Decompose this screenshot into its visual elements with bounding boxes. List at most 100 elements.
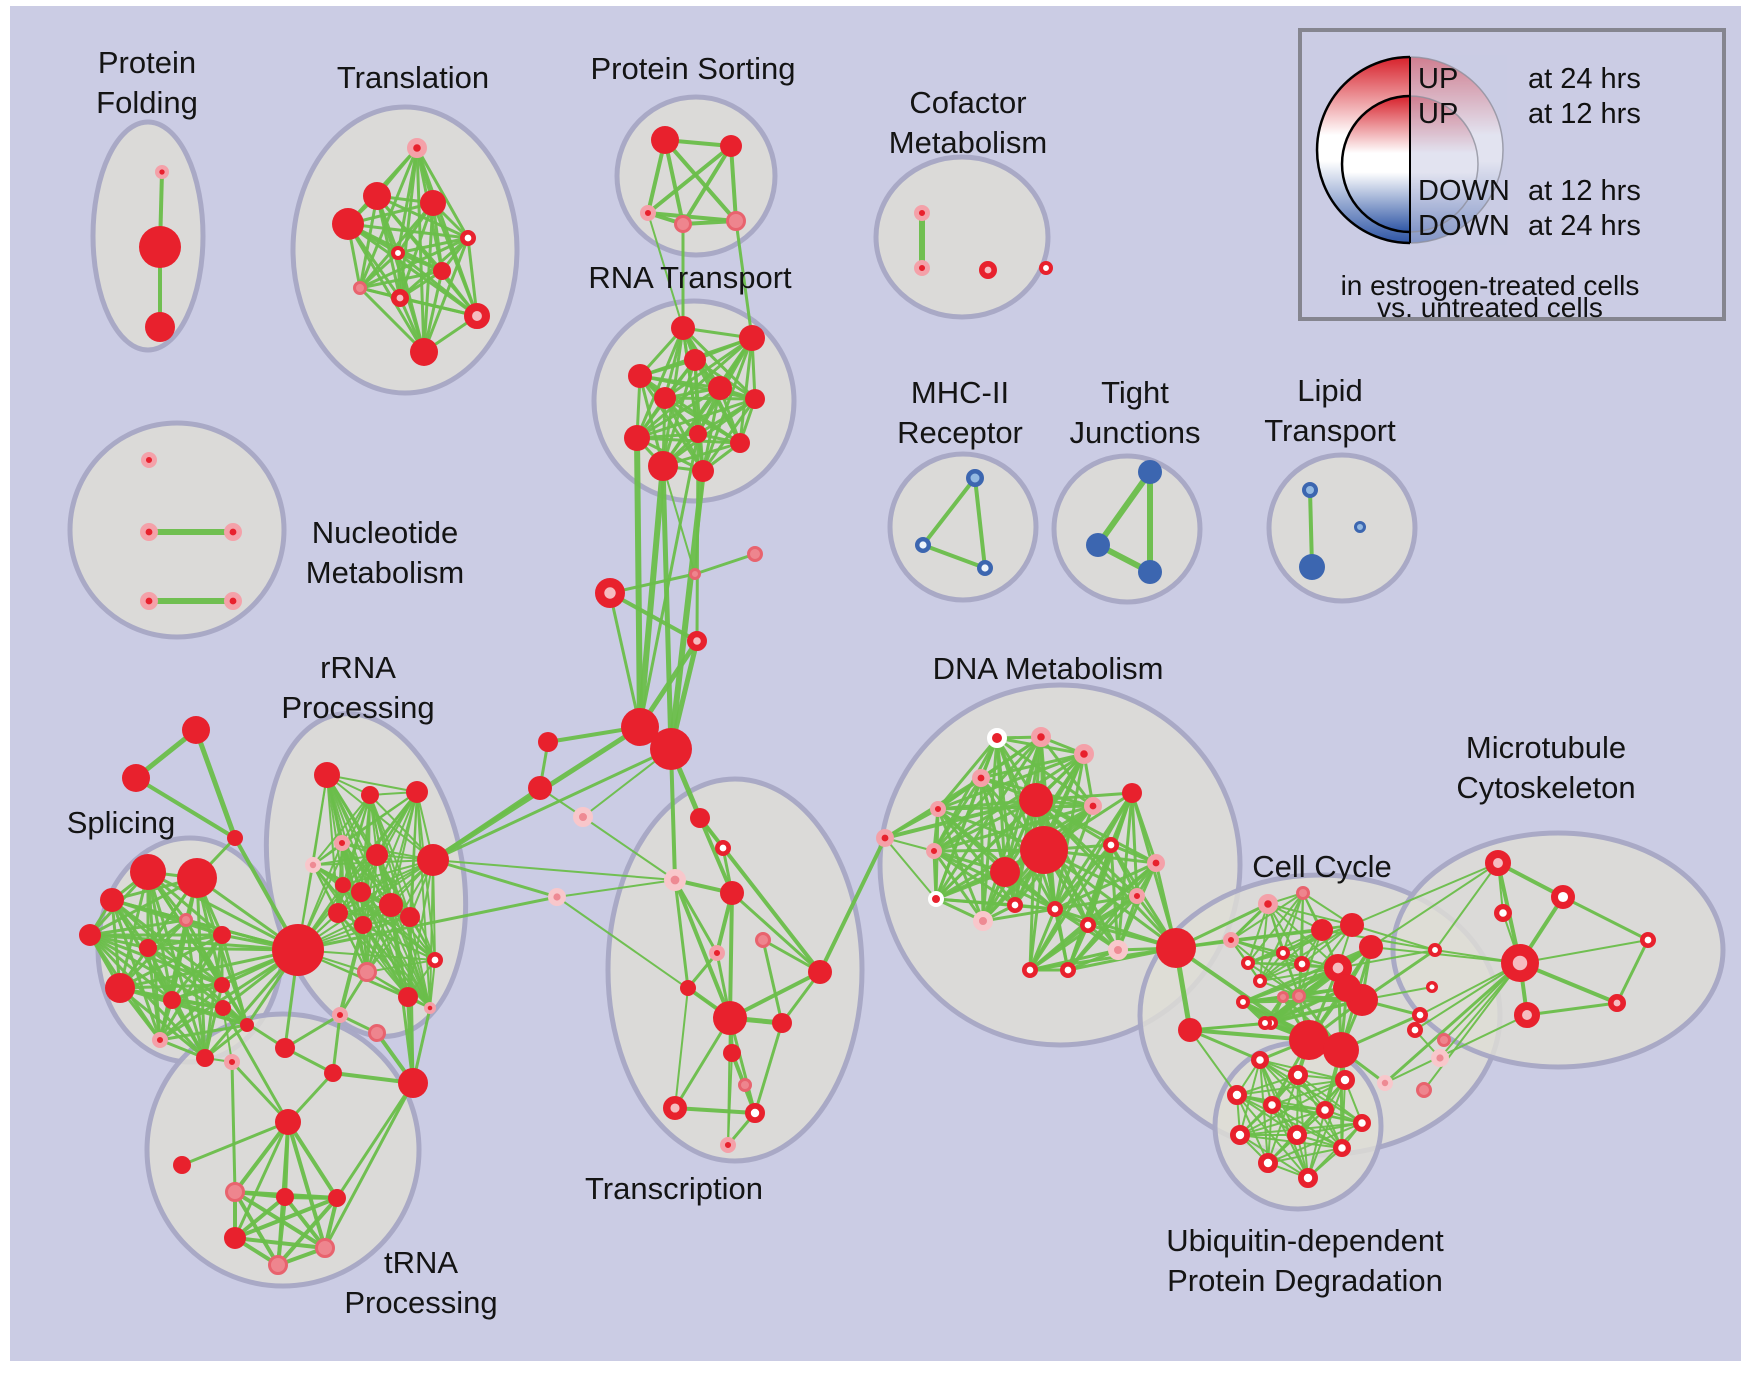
network-edge — [932, 776, 983, 853]
legend-down-12-label: DOWN — [1418, 175, 1510, 207]
network-node — [1084, 796, 1103, 815]
network-edge — [1439, 962, 1521, 1059]
network-node — [1299, 554, 1325, 580]
legend-down-24-time: at 24 hrs — [1528, 210, 1641, 242]
network-edge — [730, 891, 822, 974]
legend-fade-overlay — [1410, 55, 1507, 245]
network-edge — [170, 998, 207, 1060]
cluster-label-rna-transport: RNA Transport — [588, 260, 792, 295]
network-node — [1046, 901, 1063, 918]
cluster-label-dna-metabolism: DNA Metabolism — [933, 651, 1164, 686]
network-edge — [1028, 907, 1057, 972]
network-node — [366, 844, 388, 866]
network-node — [1296, 886, 1310, 900]
cluster-label-transcription: Transcription — [585, 1171, 763, 1206]
network-node — [328, 1189, 346, 1207]
legend-down-12-time: at 12 hrs — [1528, 175, 1641, 207]
network-node — [1122, 783, 1142, 803]
network-node — [177, 858, 217, 898]
network-node — [720, 881, 744, 905]
network-edge — [681, 144, 733, 226]
network-node — [1608, 993, 1627, 1012]
network-node — [406, 781, 428, 803]
network-edge — [358, 146, 419, 290]
network-edge — [1034, 798, 1158, 865]
network-node — [407, 138, 428, 159]
cluster-label-microtubule-cytoskeleton: Cytoskeleton — [1456, 770, 1635, 805]
network-node — [335, 877, 351, 893]
network-node — [648, 451, 678, 481]
network-edge — [662, 465, 696, 575]
network-edge — [753, 1021, 784, 1115]
network-node — [726, 211, 746, 231]
network-node — [179, 913, 193, 927]
cluster-label-microtubule-cytoskeleton: Microtubule — [1466, 730, 1626, 765]
network-edge — [429, 859, 434, 1009]
network-edge — [431, 747, 673, 862]
network-node — [1315, 1100, 1334, 1119]
network-node — [713, 1001, 747, 1035]
network-edge — [362, 924, 436, 961]
network-node — [1354, 521, 1366, 533]
network-node — [1277, 991, 1289, 1003]
network-node — [1514, 1002, 1541, 1029]
network-edge — [221, 1006, 290, 1124]
network-node — [272, 924, 324, 976]
network-edge — [932, 798, 1038, 853]
network-edge — [1239, 1109, 1326, 1136]
network-node — [420, 190, 446, 216]
legend-up-12-label: UP — [1418, 98, 1458, 130]
cluster-label-trna-processing: Processing — [344, 1285, 497, 1320]
network-node — [224, 1227, 246, 1249]
network-node — [915, 537, 932, 554]
cluster-label-tight-junctions: Tight — [1101, 375, 1169, 410]
network-nodes — [79, 126, 1656, 1275]
network-node — [1416, 1082, 1432, 1098]
network-edge — [635, 397, 757, 440]
cluster-label-lipid-transport: Lipid — [1297, 373, 1363, 408]
network-node — [686, 630, 707, 651]
network-node — [639, 204, 656, 221]
network-node — [196, 1049, 214, 1067]
network-edge — [193, 727, 238, 841]
network-edge — [1414, 962, 1521, 1031]
network-edge — [338, 923, 365, 1017]
network-edge — [276, 1196, 339, 1267]
network-edge — [646, 211, 738, 223]
network-node — [332, 208, 364, 240]
network-edge — [638, 432, 700, 729]
network-edge — [230, 1060, 237, 1194]
network-node — [1019, 783, 1053, 817]
network-node — [140, 452, 157, 469]
network-edge — [1259, 892, 1304, 982]
network-node — [715, 840, 732, 857]
network-node — [973, 911, 993, 931]
network-node — [368, 1024, 386, 1042]
network-edge — [1053, 861, 1158, 911]
network-edge — [663, 396, 757, 401]
network-node — [1128, 887, 1145, 904]
cluster-blob-lipid-transport — [1266, 452, 1418, 604]
network-node — [398, 1068, 428, 1098]
network-node — [1287, 1125, 1308, 1146]
network-edge — [663, 138, 685, 226]
network-node — [1501, 944, 1540, 983]
network-node — [928, 891, 944, 907]
network-node — [163, 991, 181, 1009]
network-node — [680, 980, 696, 996]
network-node — [328, 903, 348, 923]
cluster-labels: Protein Folding Translation Protein Sorting… — [67, 45, 1636, 1320]
network-edge — [1247, 962, 1300, 997]
network-edge — [1034, 798, 1178, 950]
network-node — [227, 830, 243, 846]
network-node — [966, 469, 984, 487]
network-edge — [286, 1120, 327, 1250]
network-node — [79, 924, 101, 946]
network-node — [708, 376, 732, 400]
network-node — [182, 716, 210, 744]
network-node — [651, 126, 679, 154]
network-node — [723, 1044, 741, 1062]
network-node — [130, 854, 166, 890]
network-node — [1340, 913, 1364, 937]
network-node — [1359, 935, 1383, 959]
